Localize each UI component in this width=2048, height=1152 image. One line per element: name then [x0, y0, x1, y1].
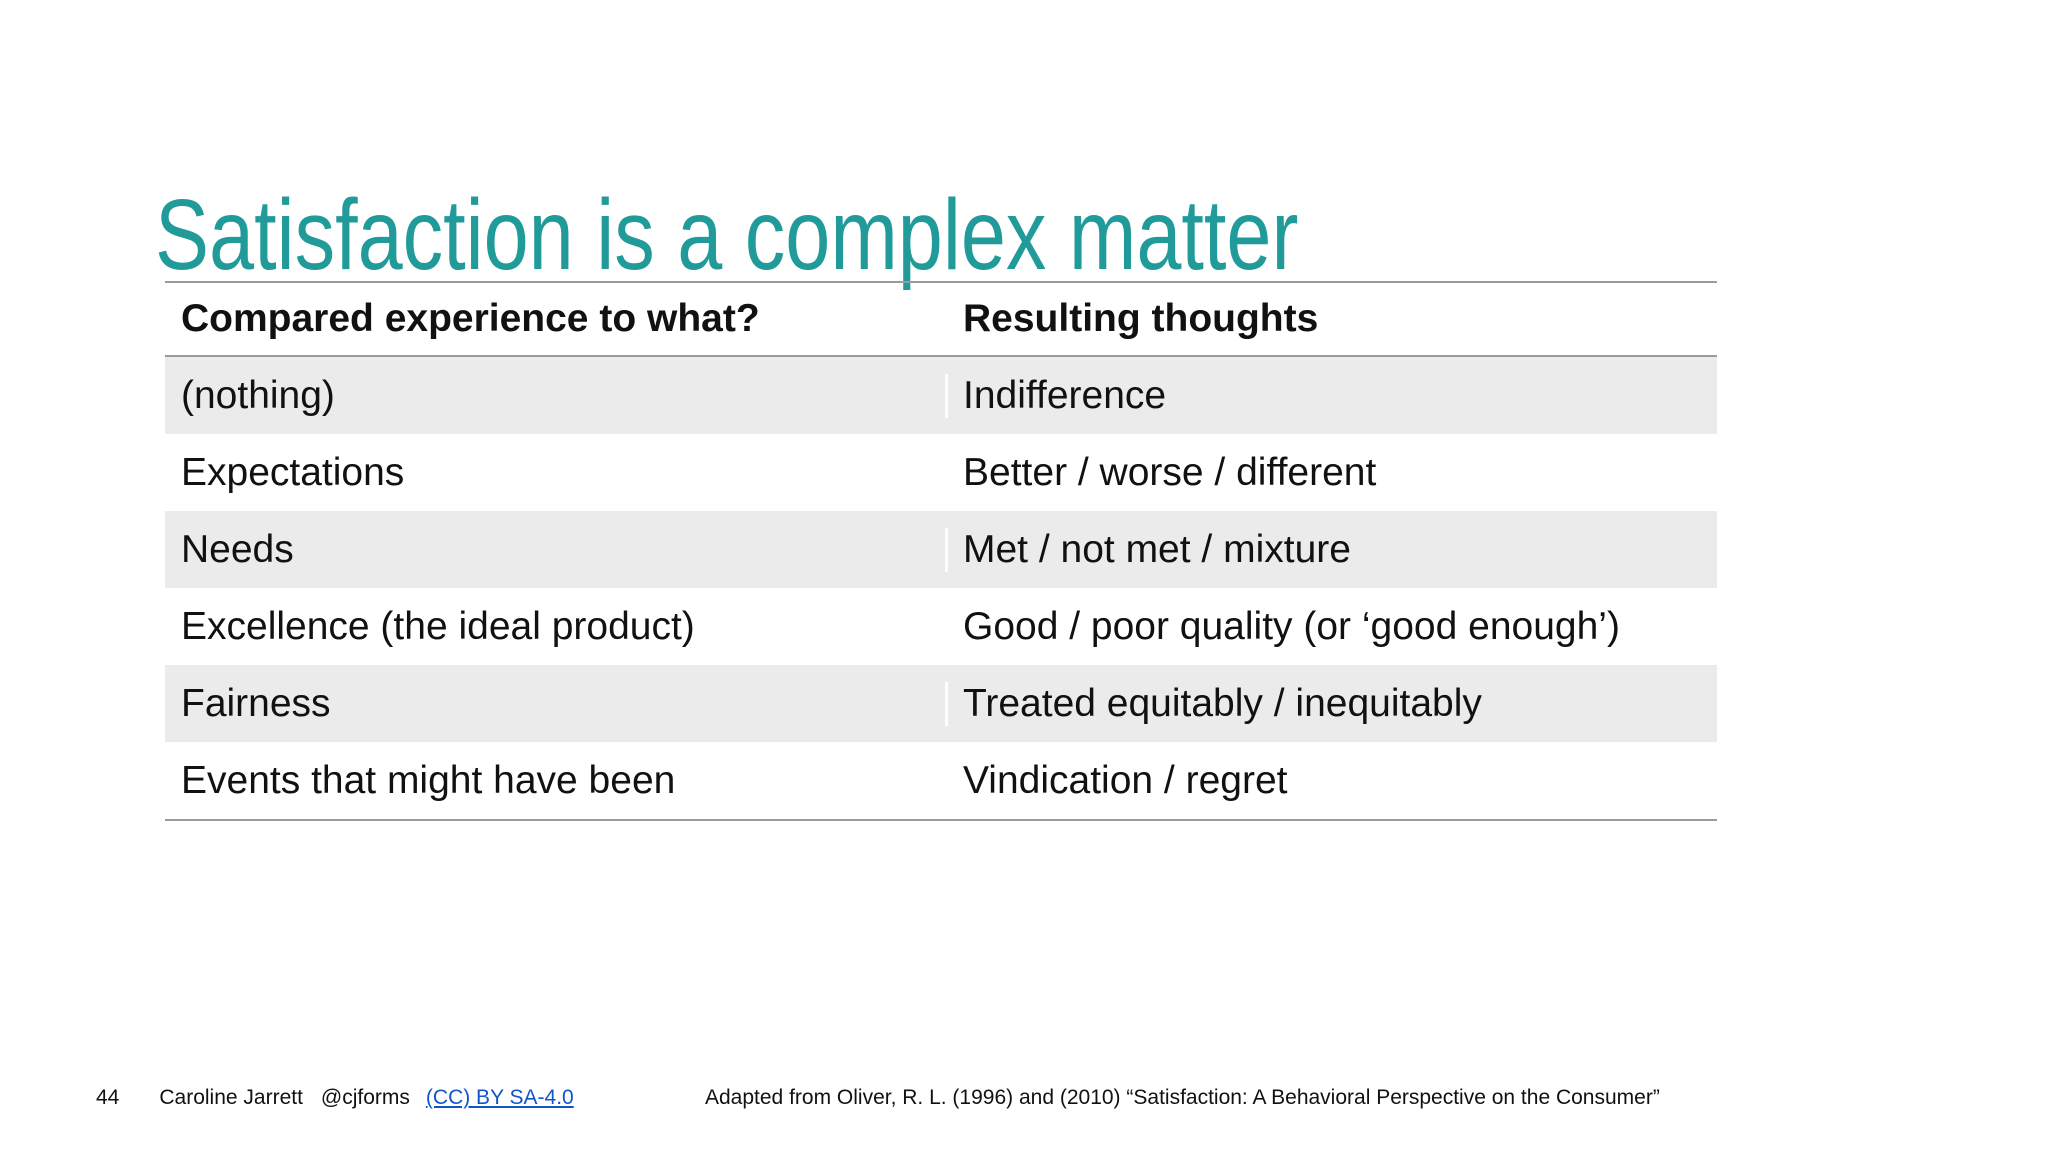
table-row: (nothing) Indifference [165, 357, 1717, 434]
comparison-table: Compared experience to what? Resulting t… [165, 281, 1717, 821]
table-cell: (nothing) [181, 373, 335, 417]
author-name: Caroline Jarrett [159, 1086, 303, 1109]
table-cell: Met / not met / mixture [945, 527, 1717, 572]
footer: 44 Caroline Jarrett @cjforms (CC) BY SA-… [96, 1086, 574, 1110]
table-row: Fairness Treated equitably / inequitably [165, 665, 1717, 742]
table-header-compared: Compared experience to what? [181, 297, 760, 340]
table-cell: Events that might have been [181, 758, 676, 802]
table-cell: Treated equitably / inequitably [945, 681, 1717, 726]
table-body: (nothing) Indifference Expectations Bett… [165, 357, 1717, 819]
author-handle: @cjforms [320, 1086, 410, 1109]
table-row: Excellence (the ideal product) Good / po… [165, 588, 1717, 665]
license-link[interactable]: (CC) BY SA-4.0 [425, 1086, 574, 1109]
slide-number: 44 [96, 1086, 120, 1109]
table-cell: Fairness [181, 681, 331, 725]
table-row: Needs Met / not met / mixture [165, 511, 1717, 588]
table-cell: Expectations [181, 450, 405, 494]
table-cell: Excellence (the ideal product) [181, 604, 695, 648]
table-header-row: Compared experience to what? Resulting t… [165, 283, 1717, 357]
table-cell: Indifference [945, 373, 1717, 418]
slide-title: Satisfaction is a complex matter [155, 179, 1299, 291]
table-cell: Better / worse / different [945, 450, 1717, 495]
table-row: Expectations Better / worse / different [165, 434, 1717, 511]
table-cell: Needs [181, 527, 294, 571]
table-cell: Vindication / regret [945, 758, 1717, 803]
table-cell: Good / poor quality (or ‘good enough’) [945, 604, 1717, 649]
citation-text: Adapted from Oliver, R. L. (1996) and (2… [705, 1086, 1660, 1109]
table-header-resulting: Resulting thoughts [945, 297, 1717, 341]
table-row: Events that might have been Vindication … [165, 742, 1717, 819]
